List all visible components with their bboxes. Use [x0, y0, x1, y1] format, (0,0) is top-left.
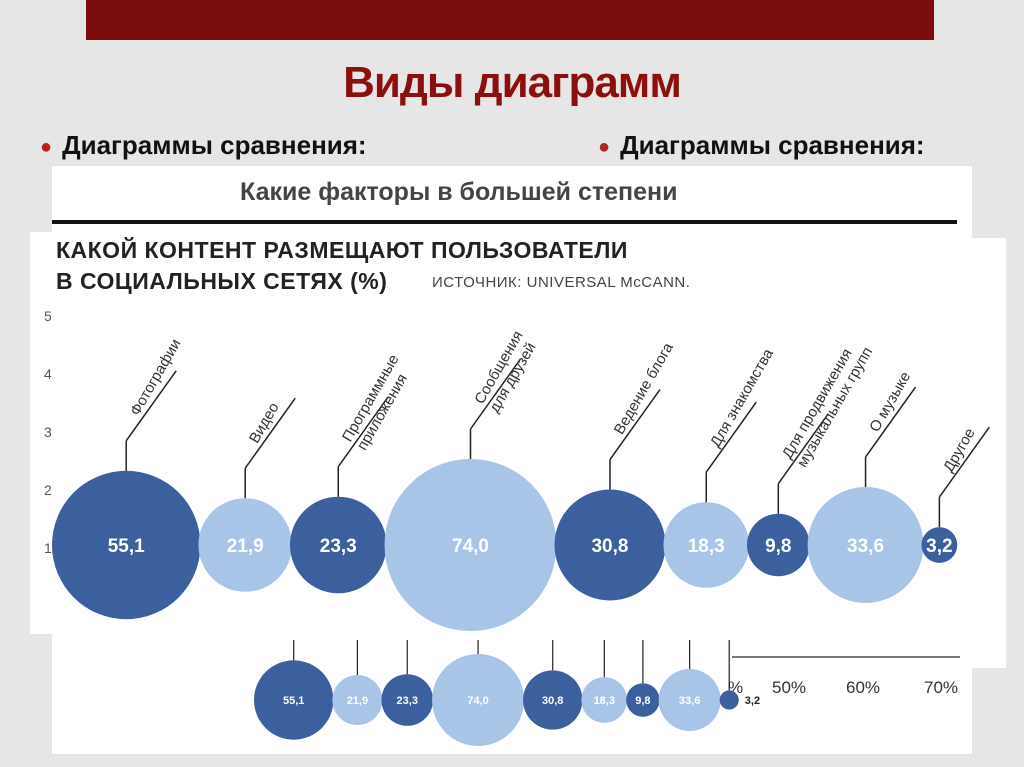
- small-bubble: [658, 669, 721, 731]
- small-bubble-group: 33,6: [658, 640, 721, 731]
- chart-title-line-1: КАКОЙ КОНТЕНТ РАЗМЕЩАЮТ ПОЛЬЗОВАТЕЛИ: [56, 237, 628, 263]
- bullet-dot-icon: ●: [598, 135, 611, 158]
- axis-tick-60: 60%: [846, 678, 881, 697]
- slide-title: Виды диаграмм: [343, 58, 682, 107]
- leader-line: [469, 358, 522, 430]
- leader-line: [705, 401, 757, 473]
- bullet-right-text: Диаграммы сравнения:: [620, 130, 925, 160]
- bubble: [384, 459, 557, 631]
- bubble: [747, 513, 810, 577]
- chart-title-line-2: В СОЦИАЛЬНЫХ СЕТЯХ (%): [56, 268, 388, 294]
- small-data-label: 18,3: [594, 695, 615, 707]
- small-bubble: [581, 677, 628, 723]
- small-data-label: 9,8: [635, 695, 650, 707]
- data-label: 21,9: [227, 536, 264, 557]
- small-bubble-group: 23,3: [381, 640, 434, 726]
- top-banner: [86, 0, 934, 40]
- small-bubble: [432, 654, 525, 746]
- small-data-label: 74,0: [467, 695, 488, 707]
- bubble: [921, 527, 958, 563]
- leader-line: [938, 426, 990, 498]
- bubble: [807, 487, 924, 603]
- data-label: 9,8: [765, 536, 791, 557]
- data-label: 33,6: [847, 536, 884, 557]
- chart-source: ИСТОЧНИК: UNIVERSAL McCANN.: [432, 274, 691, 291]
- data-label: 74,0: [452, 536, 489, 557]
- data-label: 23,3: [320, 536, 357, 557]
- small-data-label: 3,2: [745, 695, 760, 707]
- small-bubble: [626, 683, 660, 717]
- leader-line: [337, 396, 389, 468]
- bullet-left-text: Диаграммы сравнения:: [62, 130, 367, 160]
- bubble: [554, 489, 666, 601]
- back-chart-rule: [52, 220, 957, 224]
- small-data-label: 55,1: [283, 695, 304, 707]
- y-tick-fragment: 5: [44, 308, 52, 324]
- bubble: [289, 496, 387, 594]
- y-tick-fragment: 2: [44, 482, 52, 498]
- small-bubble-group: 55,1: [254, 640, 334, 740]
- data-label: 30,8: [591, 536, 628, 557]
- y-tick-fragment: 4: [44, 366, 52, 382]
- bullet-right: ● Диаграммы сравнения:: [598, 130, 925, 161]
- small-data-label: 23,3: [397, 695, 418, 707]
- small-data-label: 21,9: [347, 695, 368, 707]
- small-bubble: [332, 674, 383, 726]
- bubble: [198, 498, 292, 592]
- small-data-label: 30,8: [542, 695, 563, 707]
- small-data-label: 33,6: [679, 695, 700, 707]
- y-tick-fragment: 3: [44, 424, 52, 440]
- small-bubble-group: 3,2: [719, 640, 760, 710]
- small-bubble-group: 30,8: [523, 640, 583, 730]
- leader-line: [777, 413, 829, 485]
- back-axis-line: [732, 656, 960, 658]
- data-label: 18,3: [688, 536, 725, 557]
- data-label: 55,1: [108, 536, 145, 557]
- leader-line: [244, 397, 296, 469]
- axis-tick-70: 70%: [924, 678, 959, 697]
- y-tick-fragment: 1: [44, 540, 52, 556]
- bullet-left: ● Диаграммы сравнения:: [40, 130, 367, 161]
- axis-tick-50: 50%: [772, 678, 807, 697]
- leader-line: [125, 370, 177, 442]
- small-bubble: [719, 690, 739, 710]
- bubble: [663, 502, 750, 588]
- small-bubble-group: 74,0: [432, 640, 525, 746]
- small-bubble-group: 18,3: [581, 640, 628, 723]
- bullet-dot-icon: ●: [40, 135, 53, 158]
- leader-line: [864, 386, 917, 458]
- bubble: [52, 470, 201, 620]
- small-bubble-group: 9,8: [626, 640, 660, 717]
- small-bubble: [254, 660, 334, 740]
- small-bubble: [381, 674, 434, 726]
- back-chart-title: Какие факторы в большей степени: [240, 178, 678, 206]
- data-label: 3,2: [926, 536, 952, 557]
- small-bubble-group: 21,9: [332, 640, 383, 726]
- small-bubble: [523, 670, 583, 730]
- leader-line: [609, 389, 661, 460]
